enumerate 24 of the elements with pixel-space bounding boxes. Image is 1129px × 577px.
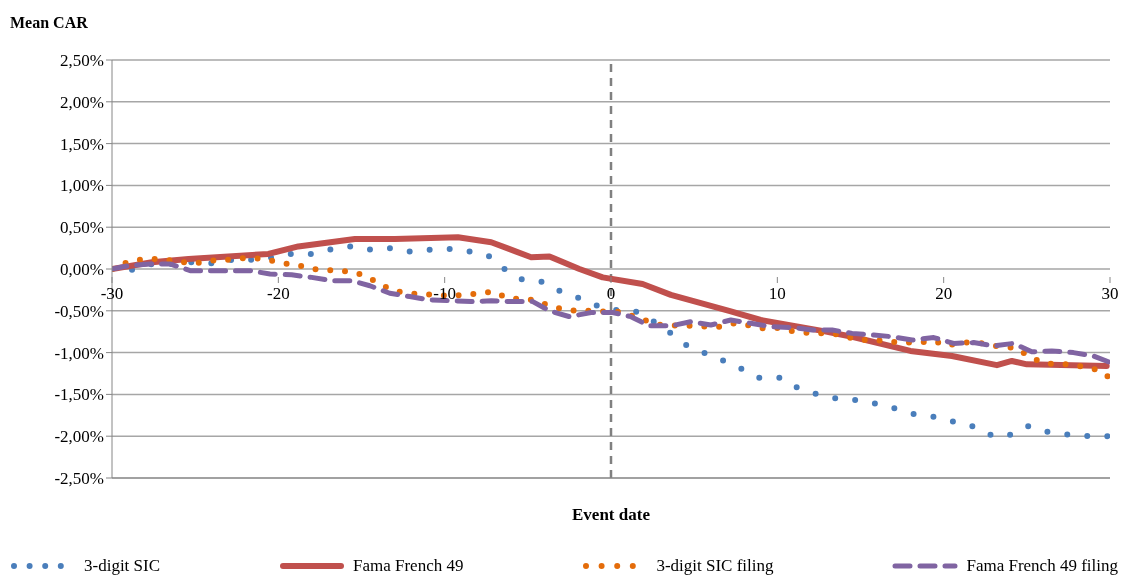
x-tick-label: -30 (100, 284, 124, 303)
legend-label: Fama French 49 (352, 556, 464, 576)
y-tick-label: 2,50% (60, 51, 104, 71)
legend-label: Fama French 49 filing (966, 556, 1118, 576)
x-tick-label: 20 (935, 284, 953, 303)
y-tick-label: -2,00% (54, 427, 104, 447)
x-tick-label: -20 (267, 284, 290, 303)
y-tick-label: 0,50% (60, 218, 104, 238)
y-tick-label: -0,50% (54, 301, 104, 321)
x-tick-label: -10 (433, 284, 456, 303)
y-axis-title: Mean CAR (10, 14, 88, 32)
y-tick-label: 1,50% (60, 134, 104, 154)
x-axis-title: Event date (572, 505, 651, 524)
x-tick-label: 0 (606, 284, 616, 303)
y-tick-label: 1,00% (60, 176, 104, 196)
legend-label: 3-digit SIC (84, 556, 161, 576)
legend-label: 3-digit SIC filing (656, 556, 774, 576)
y-tick-label: 0,00% (60, 260, 104, 280)
x-tick-label: 10 (768, 284, 786, 303)
y-tick-label: -1,50% (54, 385, 104, 405)
y-tick-label: -1,00% (54, 343, 104, 363)
y-tick-label: 2,00% (60, 92, 104, 112)
y-tick-label: -2,50% (54, 469, 104, 489)
x-tick-label: 30 (1101, 284, 1119, 303)
